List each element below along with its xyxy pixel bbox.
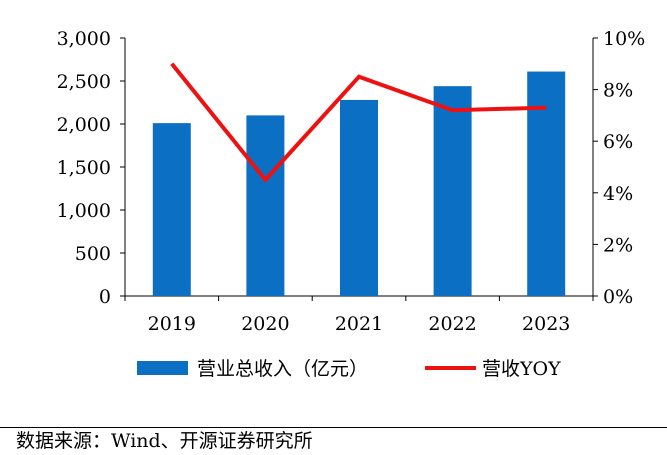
right-tick-label: 0% — [603, 286, 633, 308]
left-tick-label: 1,500 — [57, 157, 111, 179]
left-tick-label: 0 — [99, 286, 111, 308]
source-note: 数据来源：Wind、开源证券研究所 — [16, 430, 313, 452]
revenue-bar — [433, 86, 472, 296]
x-tick-label: 2023 — [522, 313, 570, 335]
right-tick-label: 6% — [603, 131, 633, 153]
right-tick-label: 8% — [603, 80, 633, 102]
legend-bar-swatch — [137, 361, 188, 375]
legend: 营业总收入（亿元） 营收YOY — [137, 358, 561, 380]
right-y-axis: 0% 2% 4% 6% 8% 10% — [592, 28, 645, 308]
right-tick-label: 2% — [603, 234, 633, 256]
x-tick-label: 2022 — [428, 313, 476, 335]
left-y-axis: 0 500 1,000 1,500 2,000 2,500 3,000 — [57, 28, 126, 308]
right-tick-label: 10% — [603, 28, 645, 50]
x-axis: 2019 2020 2021 2022 2023 — [124, 295, 594, 335]
revenue-bars — [152, 71, 566, 297]
revenue-bar — [152, 123, 191, 296]
revenue-bar — [340, 99, 378, 296]
x-tick-label: 2020 — [241, 313, 289, 335]
right-tick-label: 4% — [603, 183, 633, 205]
left-tick-label: 3,000 — [57, 28, 111, 50]
left-tick-label: 2,000 — [57, 114, 111, 136]
x-tick-label: 2021 — [335, 313, 383, 335]
source-divider — [0, 427, 667, 428]
legend-bar-label: 营业总收入（亿元） — [197, 358, 368, 380]
legend-line-label: 营收YOY — [482, 358, 561, 380]
left-tick-label: 2,500 — [57, 71, 111, 93]
revenue-bar — [527, 71, 566, 296]
left-tick-label: 500 — [75, 243, 111, 265]
x-tick-label: 2019 — [148, 313, 196, 335]
yoy-line — [170, 62, 547, 183]
revenue-bar — [246, 115, 285, 297]
left-tick-label: 1,000 — [57, 200, 111, 222]
combo-chart: 0 500 1,000 1,500 2,000 2,500 3,000 0% 2% 4% 6% 8%… — [57, 28, 646, 380]
